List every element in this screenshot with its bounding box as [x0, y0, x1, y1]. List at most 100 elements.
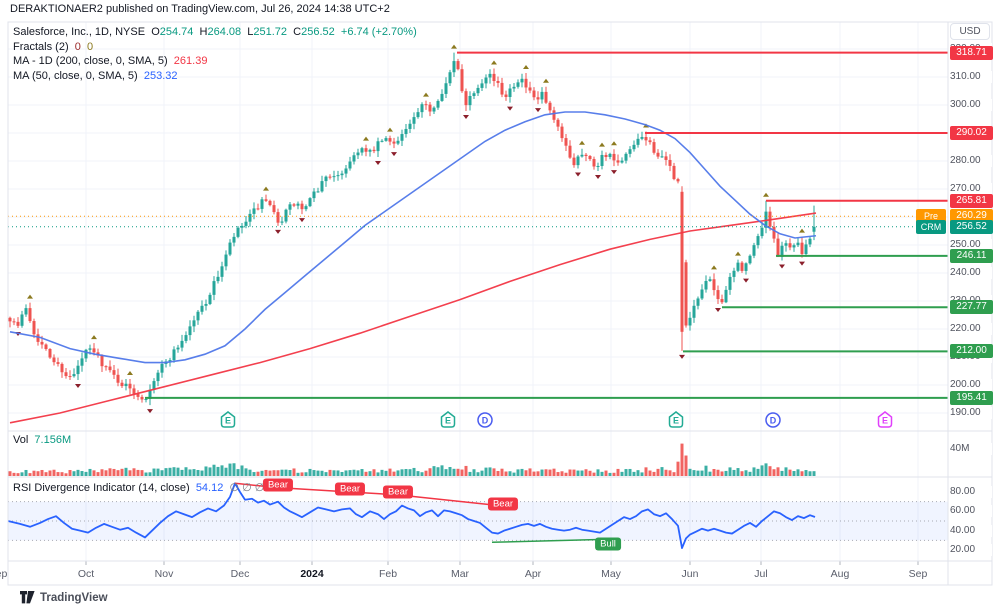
candlestick[interactable]	[292, 204, 296, 206]
candlestick[interactable]	[704, 280, 708, 290]
candlestick[interactable]	[812, 226, 816, 232]
candlestick[interactable]	[408, 123, 412, 129]
candlestick[interactable]	[520, 78, 524, 83]
candlestick[interactable]	[504, 94, 508, 97]
rsi-axis-tick[interactable]: 80.00	[950, 486, 992, 498]
dividend-event-icon[interactable]	[765, 412, 781, 428]
candlestick[interactable]	[216, 276, 220, 282]
candlestick[interactable]	[188, 326, 192, 336]
candlestick[interactable]	[612, 153, 616, 161]
candlestick[interactable]	[232, 236, 236, 243]
candlestick[interactable]	[152, 381, 156, 390]
candlestick[interactable]	[80, 358, 84, 366]
candlestick[interactable]	[380, 140, 384, 142]
candlestick[interactable]	[172, 349, 176, 361]
candlestick[interactable]	[168, 360, 172, 362]
candlestick[interactable]	[684, 262, 688, 326]
volume-legend[interactable]: Vol 7.156M	[13, 434, 71, 446]
candlestick[interactable]	[440, 93, 444, 101]
candlestick[interactable]	[72, 374, 76, 377]
candlestick[interactable]	[480, 83, 484, 88]
candlestick[interactable]	[68, 376, 72, 378]
price-level-badge-318.71[interactable]: 318.71	[950, 45, 993, 60]
candlestick[interactable]	[632, 144, 636, 150]
candlestick[interactable]	[300, 203, 304, 210]
ma50-legend-row[interactable]: MA (50, close, 0, SMA, 5) 253.32	[13, 69, 417, 84]
candlestick[interactable]	[20, 314, 24, 326]
candlestick[interactable]	[220, 266, 224, 277]
candlestick[interactable]	[640, 137, 644, 139]
candlestick[interactable]	[792, 245, 796, 248]
candlestick[interactable]	[432, 107, 436, 112]
symbol-legend-row[interactable]: Salesforce, Inc., 1D, NYSE O254.74 H264.…	[13, 25, 417, 40]
candlestick[interactable]	[468, 95, 472, 106]
candlestick[interactable]	[304, 206, 308, 210]
candlestick[interactable]	[532, 90, 536, 98]
candlestick[interactable]	[744, 263, 748, 271]
price-level-badge-227.77[interactable]: 227.77	[950, 300, 993, 315]
candlestick[interactable]	[316, 191, 320, 193]
candlestick[interactable]	[752, 245, 756, 256]
volume-axis-tick[interactable]: 40M	[950, 443, 992, 455]
ma50-line[interactable]	[9, 111, 817, 364]
candlestick[interactable]	[696, 298, 700, 306]
candlestick[interactable]	[556, 119, 560, 127]
candlestick[interactable]	[548, 102, 552, 111]
candlestick[interactable]	[428, 104, 432, 112]
candlestick[interactable]	[544, 91, 548, 103]
price-level-badge-246.11[interactable]: 246.11	[950, 248, 993, 263]
candlestick[interactable]	[736, 262, 740, 271]
candlestick[interactable]	[32, 321, 36, 335]
rsi-axis-tick[interactable]: 40.00	[950, 524, 992, 537]
candlestick[interactable]	[448, 72, 452, 84]
candlestick[interactable]	[208, 294, 212, 304]
time-axis-label-May[interactable]: May	[601, 568, 621, 580]
price-level-badge-195.41[interactable]: 195.41	[950, 390, 993, 405]
candlestick[interactable]	[276, 212, 280, 223]
candlestick[interactable]	[576, 156, 580, 166]
time-axis-label-Feb[interactable]: Feb	[378, 568, 398, 580]
candlestick[interactable]	[88, 348, 92, 350]
candlestick[interactable]	[280, 221, 284, 223]
candlestick[interactable]	[240, 225, 244, 228]
candlestick[interactable]	[28, 308, 32, 322]
candlestick[interactable]	[528, 87, 532, 91]
candlestick[interactable]	[296, 203, 300, 206]
candlestick[interactable]	[236, 227, 240, 237]
candlestick[interactable]	[36, 334, 40, 342]
time-axis-label-Sep[interactable]: Sep	[908, 568, 928, 580]
candlestick[interactable]	[132, 388, 136, 394]
candlestick[interactable]	[12, 321, 16, 323]
price-axis-tick[interactable]: 190.00	[950, 407, 992, 419]
candlestick[interactable]	[212, 281, 216, 295]
candlestick[interactable]	[668, 159, 672, 166]
candlestick[interactable]	[360, 148, 364, 153]
candlestick[interactable]	[788, 243, 792, 248]
candlestick[interactable]	[720, 299, 724, 303]
candlestick[interactable]	[580, 154, 584, 157]
price-axis-tick[interactable]: 220.00	[950, 323, 992, 335]
candlestick[interactable]	[456, 61, 460, 70]
candlestick[interactable]	[588, 156, 592, 160]
candlestick[interactable]	[64, 372, 68, 377]
price-level-badge-265.81[interactable]: 265.81	[950, 193, 993, 208]
candlestick[interactable]	[128, 383, 132, 389]
candlestick[interactable]	[400, 134, 404, 141]
earnings-event-icon[interactable]	[668, 411, 684, 428]
candlestick[interactable]	[688, 317, 692, 326]
candlestick[interactable]	[732, 270, 736, 277]
bull-divergence-line[interactable]	[491, 538, 605, 544]
candlestick[interactable]	[724, 289, 728, 303]
candlestick[interactable]	[60, 363, 64, 373]
candlestick[interactable]	[312, 191, 316, 199]
candlestick[interactable]	[228, 242, 232, 255]
candlestick[interactable]	[420, 104, 424, 113]
candlestick[interactable]	[336, 175, 340, 177]
candlestick[interactable]	[244, 221, 248, 226]
candlestick[interactable]	[284, 209, 288, 222]
candlestick[interactable]	[352, 155, 356, 162]
candlestick[interactable]	[96, 352, 100, 356]
candlestick[interactable]	[8, 317, 12, 322]
candlestick[interactable]	[416, 112, 420, 118]
